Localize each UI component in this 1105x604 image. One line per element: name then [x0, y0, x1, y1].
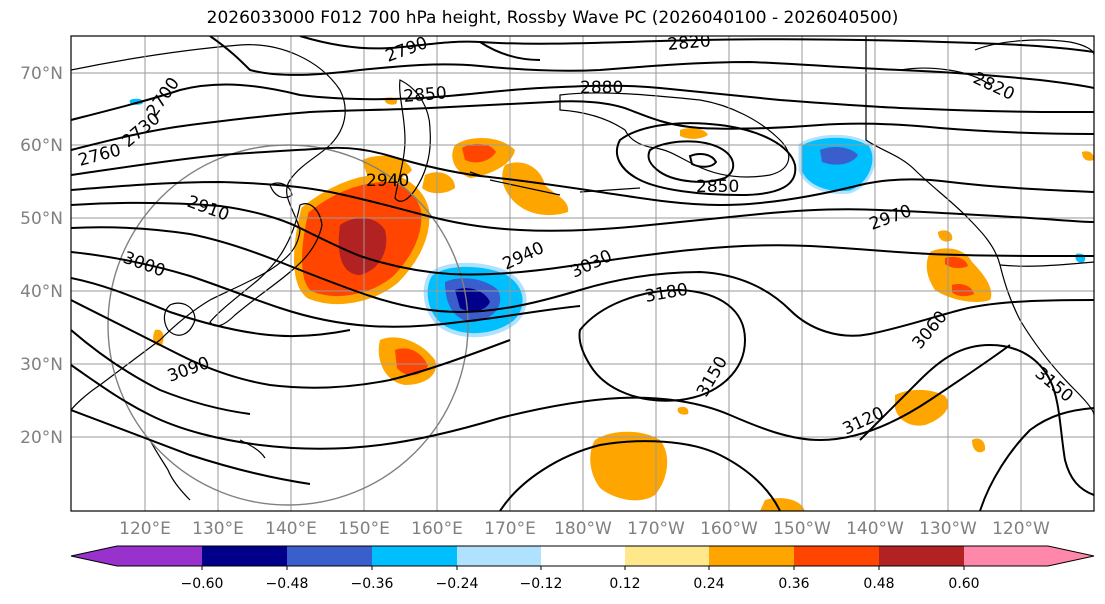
lat-tick-label: 40°N [20, 282, 63, 302]
colorbar-tick-label: −0.12 [520, 576, 563, 592]
colorbar-extend-high [1048, 546, 1094, 566]
colorbar-segment [879, 546, 964, 566]
contour-label: 2940 [366, 171, 409, 191]
colorbar-tick-label: −0.48 [266, 576, 309, 592]
colorbar-segment [541, 546, 625, 566]
colorbar-tick-label: 0.12 [609, 576, 640, 592]
latitude-axis: 70°N 60°N 50°N 40°N 30°N 20°N [20, 64, 63, 448]
colorbar-segment [457, 546, 541, 566]
colorbar-segment [964, 546, 1048, 566]
colorbar-segment [794, 546, 879, 566]
coastlines [71, 36, 1094, 501]
lon-tick-label: 130°E [192, 519, 244, 539]
lon-tick-label: 140°W [846, 519, 904, 539]
lon-tick-label: 120°W [992, 519, 1050, 539]
graticule [71, 36, 1094, 511]
coastline-korea [163, 302, 196, 336]
lon-tick-label: 150°E [338, 519, 390, 539]
lon-tick-label: 150°W [773, 519, 831, 539]
map-frame [70, 35, 1095, 512]
colorbar-segment [117, 546, 202, 566]
colorbar-tick-label: −0.24 [436, 576, 479, 592]
colorbar-tick-label: −0.60 [181, 576, 224, 592]
colorbar-segment [202, 546, 287, 566]
contour-label: 2820 [667, 31, 712, 55]
colorbar-tick-label: 0.36 [778, 576, 809, 592]
lon-tick-label: 180°W [554, 519, 612, 539]
coastline-japan [209, 203, 323, 327]
lat-tick-label: 20°N [20, 428, 63, 448]
great-circle [107, 144, 469, 506]
coastline-alaska [559, 92, 790, 178]
coastline-asia [71, 44, 346, 411]
lon-tick-label: 130°W [919, 519, 977, 539]
lon-tick-label: 170°E [484, 519, 536, 539]
anomaly-shading [129, 97, 1094, 511]
colorbar-tick-label: 0.24 [693, 576, 724, 592]
colorbar-segment [287, 546, 372, 566]
lat-tick-label: 30°N [20, 355, 63, 375]
longitude-axis: 120°E 130°E 140°E 150°E 160°E 170°E 180°… [119, 519, 1050, 539]
lat-tick-label: 50°N [20, 209, 63, 229]
colorbar: −0.60 −0.48 −0.36 −0.24 −0.12 0.12 0.24 … [70, 545, 1095, 592]
colorbar-outline [70, 545, 1095, 567]
map-title: 2026033000 F012 700 hPa height, Rossby W… [206, 8, 899, 28]
contour-label: 2850 [403, 83, 448, 107]
contour-label: 2850 [696, 177, 739, 197]
colorbar-tick-label: 0.60 [948, 576, 979, 592]
height-contours [71, 36, 1094, 511]
contour-label: 2880 [580, 78, 623, 98]
coastline-kamchatka [394, 79, 431, 202]
lat-tick-label: 70°N [20, 64, 63, 84]
lon-tick-label: 170°W [627, 519, 685, 539]
lon-tick-label: 140°E [265, 519, 317, 539]
lat-tick-label: 60°N [20, 136, 63, 156]
lon-tick-label: 160°W [700, 519, 758, 539]
colorbar-tick-label: −0.36 [351, 576, 394, 592]
colorbar-segment [372, 546, 457, 566]
colorbar-tick-label: 0.48 [863, 576, 894, 592]
anomaly-positive-bering [502, 162, 569, 216]
lon-tick-label: 160°E [411, 519, 463, 539]
colorbar-extend-low [71, 546, 117, 566]
colorbar-segment [709, 546, 794, 566]
colorbar-segment [625, 546, 709, 566]
lon-tick-label: 120°E [119, 519, 171, 539]
